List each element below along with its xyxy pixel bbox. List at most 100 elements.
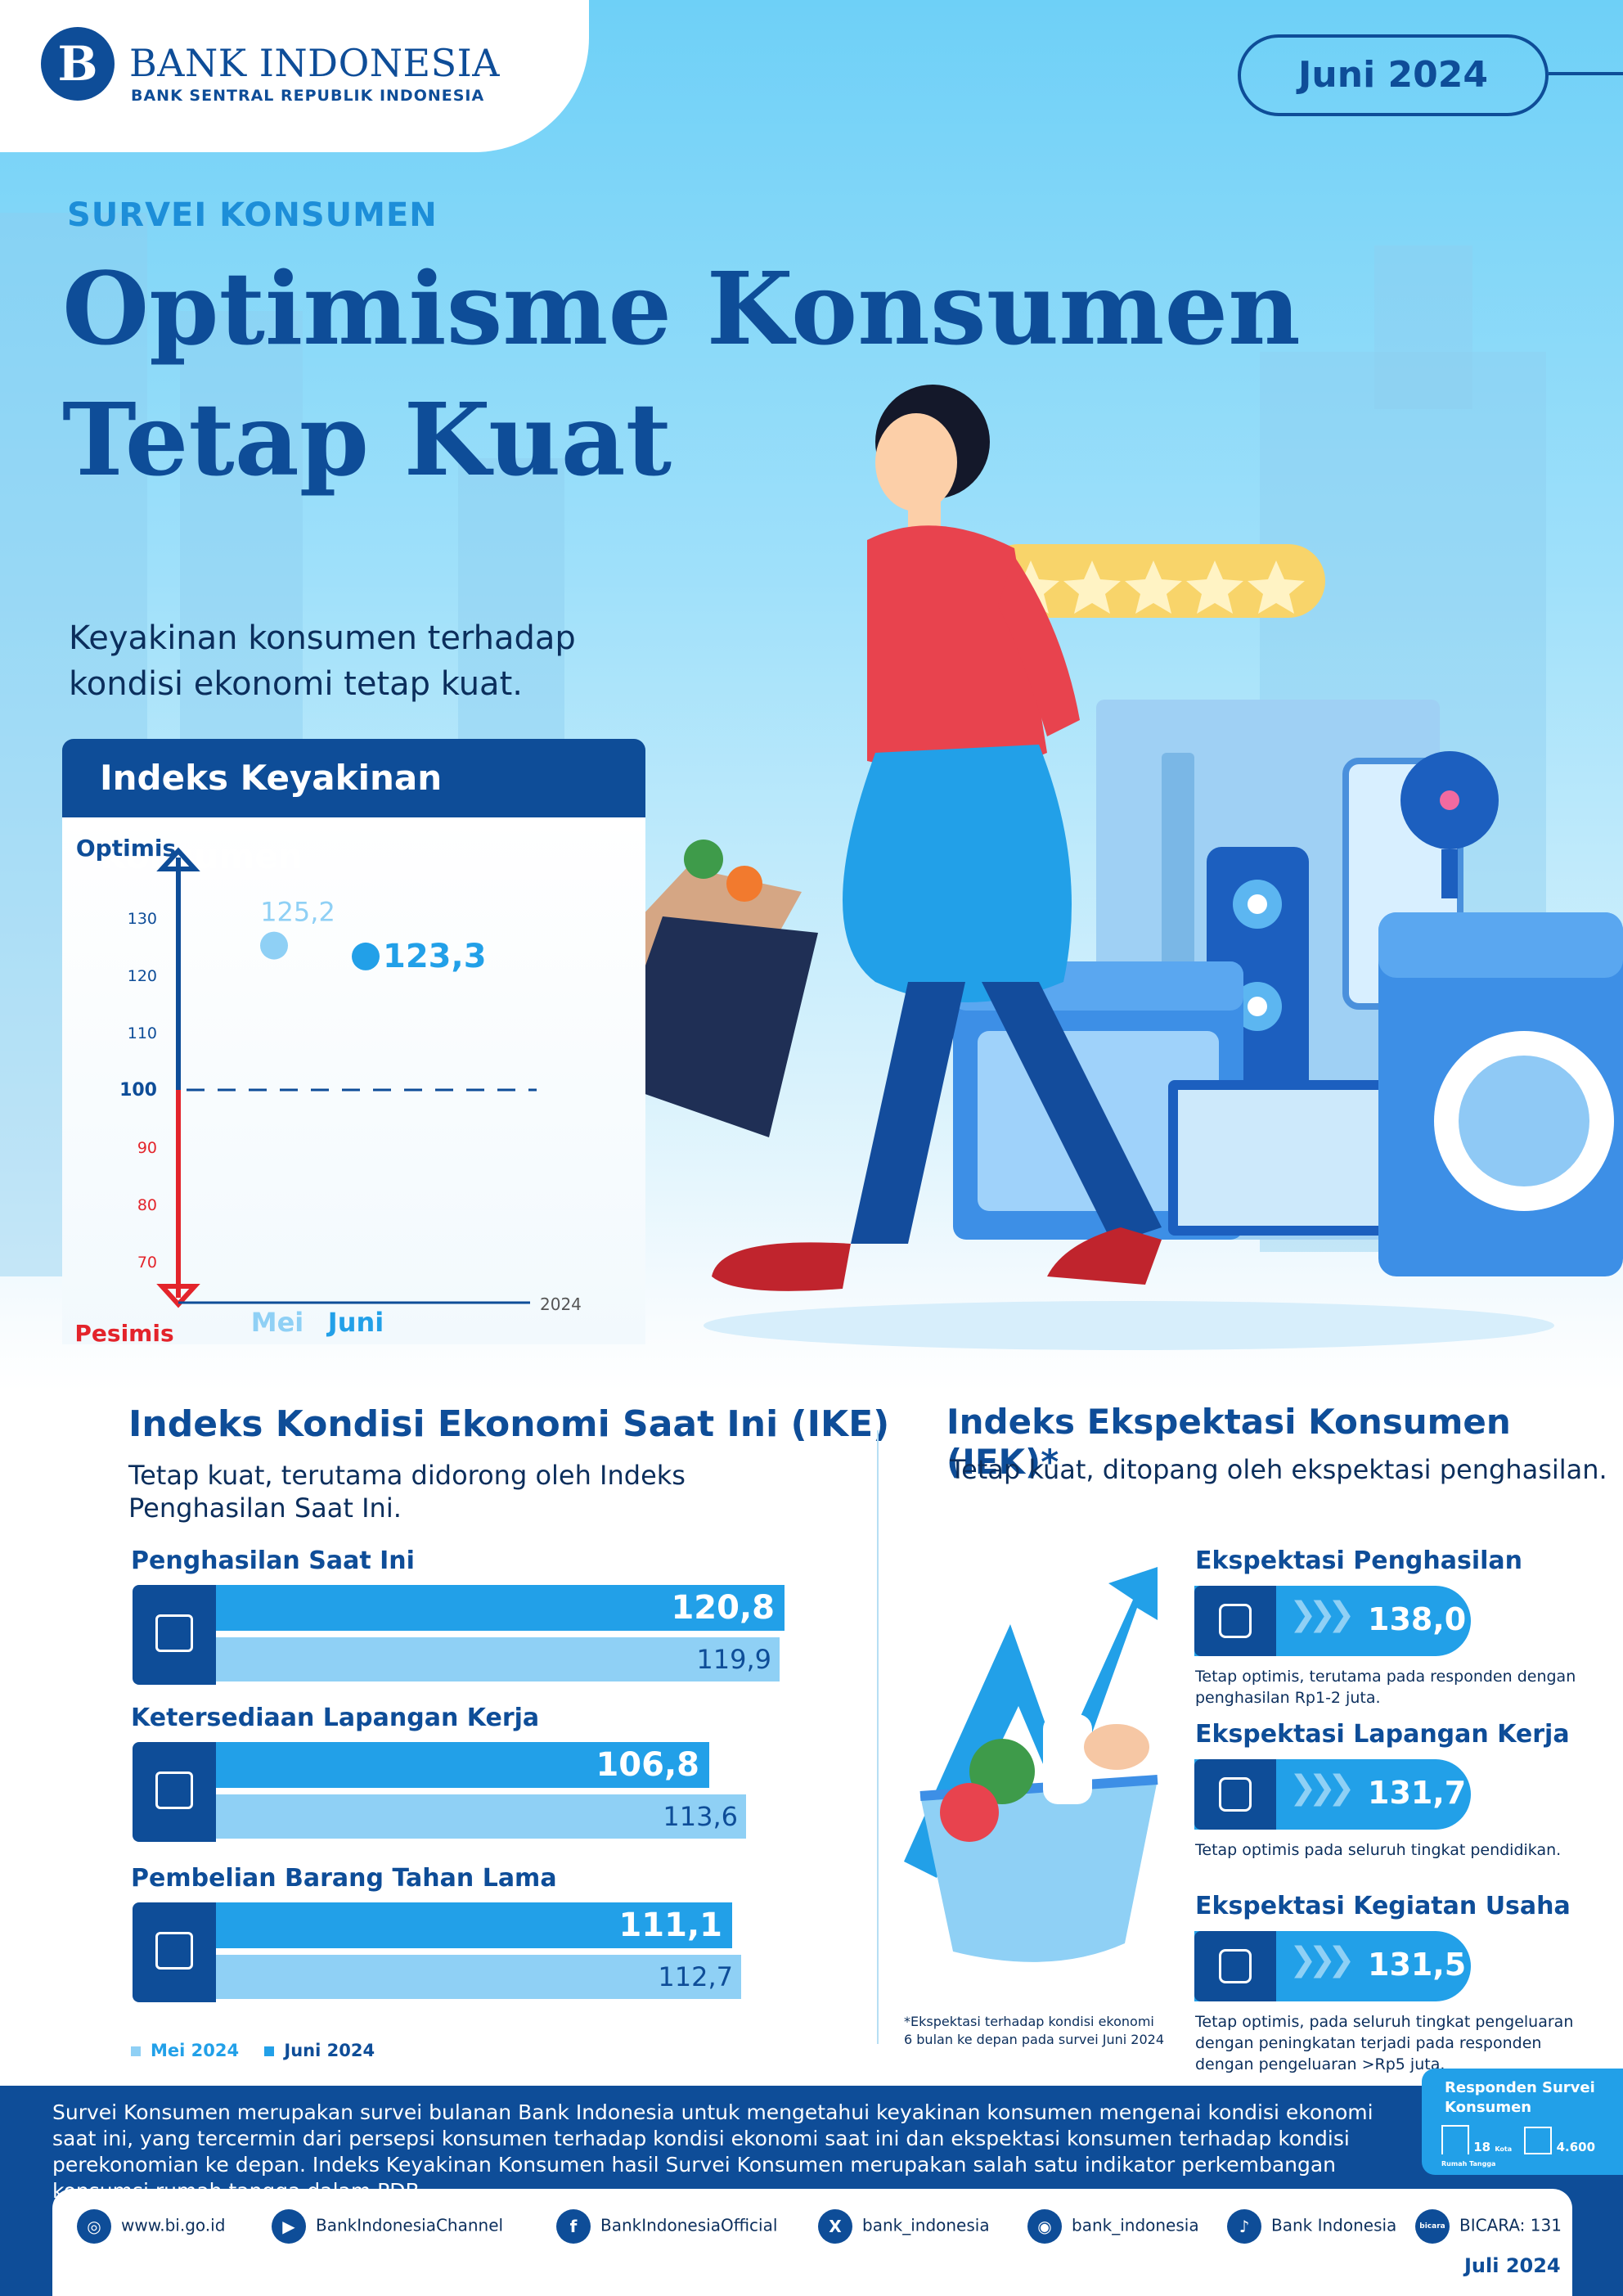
y-tick-label: 80	[137, 1196, 157, 1214]
respondents-box	[1422, 2069, 1623, 2175]
social-link-text: www.bi.go.id	[121, 2215, 226, 2235]
iek-item-title: Ekspektasi Lapangan Kerja	[1195, 1720, 1570, 1749]
up-arrow-icon	[156, 847, 200, 871]
chevrons-icon: ❯❯❯	[1289, 1769, 1355, 1807]
axis-top-label: Optimis	[76, 835, 176, 862]
respondents-cities: 18	[1473, 2140, 1491, 2154]
chevrons-icon: ❯❯❯	[1289, 1941, 1355, 1979]
social-link[interactable]: ◎ www.bi.go.id	[77, 2209, 225, 2244]
iek-item-title: Ekspektasi Kegiatan Usaha	[1195, 1892, 1571, 1920]
instagram-icon: ◉	[1027, 2209, 1062, 2244]
bicara-icon: bicara	[1415, 2209, 1450, 2244]
social-link-text: BankIndonesiaChannel	[316, 2215, 504, 2235]
iek-note: Tetap optimis pada seluruh tingkat pendi…	[1195, 1841, 1562, 1859]
iek-note: Tetap optimis, terutama pada responden d…	[1195, 1668, 1576, 1707]
worker-briefcase-icon	[1194, 1759, 1276, 1830]
bar-juni: 111,1	[216, 1902, 732, 1948]
facebook-icon: f	[556, 2209, 591, 2244]
social-link-text: bank_indonesia	[862, 2215, 990, 2235]
ike-desc: Tetap kuat, terutama didorong oleh Indek…	[128, 1460, 686, 1524]
headline-line-1: Optimisme Konsumen	[62, 250, 1301, 367]
data-label: 125,2	[260, 897, 335, 928]
bar-mei: 113,6	[216, 1794, 746, 1839]
respondents-households-label: Rumah Tangga	[1441, 2160, 1496, 2168]
survey-label: SURVEI KONSUMEN	[67, 196, 438, 234]
money-bag-icon	[1194, 1586, 1276, 1656]
social-link[interactable]: bicara BICARA: 131	[1415, 2209, 1562, 2244]
monitor-icon	[133, 1902, 216, 2002]
iek-note: Tetap optimis, pada seluruh tingkat peng…	[1195, 2013, 1574, 2073]
social-link[interactable]: ♪ Bank Indonesia	[1227, 2209, 1396, 2244]
x-axis-year: 2024	[540, 1294, 582, 1314]
legend-juni-label: Juni 2024	[284, 2041, 375, 2060]
play-icon: ▶	[272, 2209, 306, 2244]
bank-logo-icon: B	[41, 27, 115, 101]
axis-bottom-label: Pesimis	[74, 1320, 173, 1347]
y-tick-label: 120	[128, 967, 157, 985]
ikk-chart: 70 80 90 100 110 120 130 125,2 Mei 123,3 Juni Opt…	[74, 835, 582, 1347]
social-link[interactable]: ▶ BankIndonesiaChannel	[272, 2209, 503, 2244]
iek-desc: Tetap kuat, ditopang oleh ekspektasi pen…	[950, 1454, 1607, 1485]
x-tick-label: Juni	[326, 1307, 384, 1338]
house-icon	[1524, 2127, 1553, 2154]
respondents-title: Responden Survei Konsumen	[1445, 2079, 1595, 2116]
growth-basket-illustration	[904, 1567, 1158, 1962]
data-label: 123,3	[383, 938, 487, 975]
section-divider	[877, 1430, 879, 2044]
period-badge: Juni 2024	[1238, 34, 1549, 116]
down-arrow-icon	[156, 1284, 200, 1308]
legend-mei-label: Mei 2024	[151, 2041, 240, 2060]
chart-card-body	[62, 817, 645, 1344]
y-tick-label: 100	[119, 1080, 157, 1101]
iek-item-title: Ekspektasi Penghasilan	[1195, 1546, 1523, 1575]
tiktok-icon: ♪	[1227, 2209, 1261, 2244]
bar-juni: 120,8	[216, 1585, 785, 1631]
bar-mei: 119,9	[216, 1637, 780, 1681]
iek-footnote: *Ekspektasi terhadap kondisi ekonomi 6 b…	[904, 2014, 1165, 2047]
globe-icon: ◎	[77, 2209, 111, 2244]
iek-value: 131,5	[1368, 1947, 1467, 1983]
publish-date: Juli 2024	[1464, 2254, 1561, 2277]
bar-juni: 106,8	[216, 1742, 709, 1788]
iek-value: 138,0	[1368, 1601, 1467, 1637]
iek-value: 131,7	[1368, 1775, 1467, 1811]
social-link[interactable]: ◉ bank_indonesia	[1027, 2209, 1199, 2244]
iek-title: Indeks Ekspektasi Konsumen (IEK)*	[946, 1402, 1511, 1482]
legend-mei-swatch	[131, 2046, 141, 2056]
social-link-text: bank_indonesia	[1072, 2215, 1199, 2235]
x-icon: X	[818, 2209, 852, 2244]
data-point	[352, 942, 380, 970]
city-icon	[1441, 2125, 1469, 2154]
data-point	[260, 931, 288, 960]
social-link-text: Bank Indonesia	[1271, 2215, 1397, 2235]
ike-item-label: Penghasilan Saat Ini	[131, 1546, 415, 1575]
y-tick-label: 130	[128, 910, 157, 928]
bar-mei: 112,7	[216, 1955, 741, 1999]
bank-name: BANK INDONESIA	[129, 41, 501, 85]
ike-item-label: Ketersediaan Lapangan Kerja	[131, 1704, 540, 1732]
bank-tagline: BANK SENTRAL REPUBLIK INDONESIA	[131, 87, 485, 105]
bar-legend: Mei 2024 Juni 2024	[131, 2041, 375, 2060]
y-tick-label: 70	[137, 1254, 157, 1272]
respondents-cities-label: Kota	[1495, 2145, 1513, 2153]
business-plan-icon	[1194, 1931, 1276, 2001]
period-line	[1549, 72, 1623, 75]
respondents-stats: 18 Kota 4.600 Rumah Tangga	[1441, 2125, 1613, 2169]
subhead: Keyakinan konsumen terhadap kondisi ekon…	[69, 619, 576, 703]
money-hand-icon	[133, 1585, 216, 1685]
respondents-households: 4.600	[1556, 2140, 1596, 2154]
legend-juni-swatch	[264, 2046, 275, 2056]
clipboard-person-icon	[133, 1742, 216, 1842]
social-link-text: BankIndonesiaOfficial	[600, 2215, 778, 2235]
y-tick-label: 90	[137, 1139, 157, 1157]
chart-title: Indeks Keyakinan Konsumen	[62, 739, 645, 876]
shopper-illustration	[564, 385, 1623, 1350]
ike-item-label: Pembelian Barang Tahan Lama	[131, 1864, 557, 1893]
background-building	[1374, 245, 1472, 409]
ike-title: Indeks Kondisi Ekonomi Saat Ini (IKE)	[128, 1403, 890, 1445]
y-tick-label: 110	[128, 1024, 157, 1042]
social-link[interactable]: f BankIndonesiaOfficial	[556, 2209, 777, 2244]
survey-description: Survei Konsumen merupakan survei bulanan…	[52, 2100, 1373, 2203]
headline-line-2: Tetap Kuat	[62, 380, 672, 498]
